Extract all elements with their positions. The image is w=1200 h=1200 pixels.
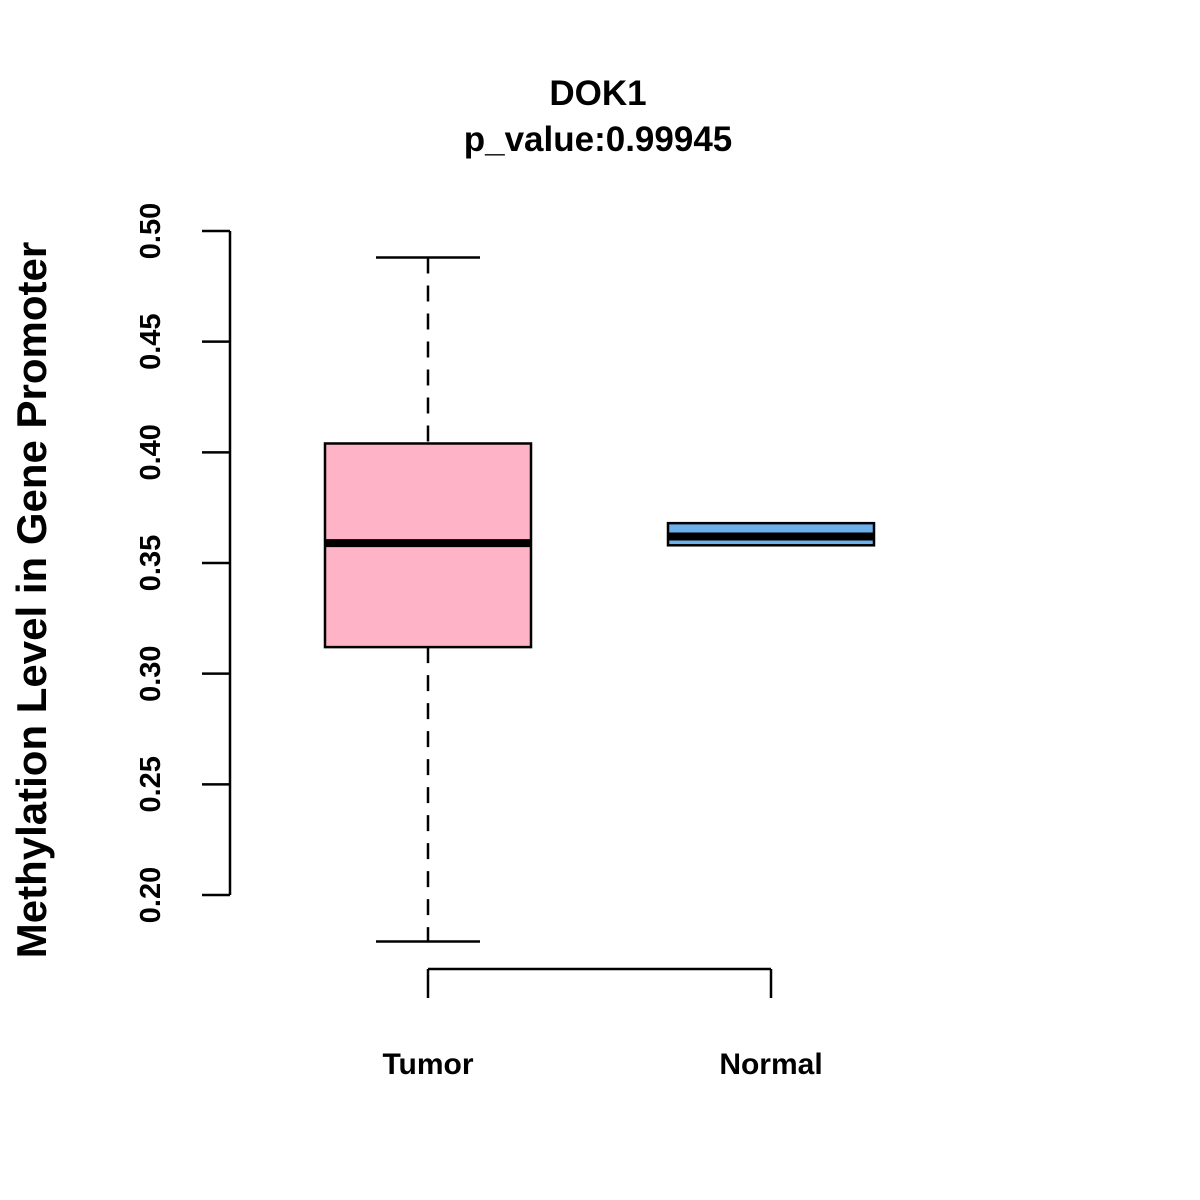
y-axis-label: Methylation Level in Gene Promoter [8, 242, 55, 958]
y-tick-label: 0.40 [135, 424, 167, 480]
x-category-label: Normal [719, 1048, 822, 1081]
chart-subtitle: p_value:0.99945 [464, 120, 733, 159]
y-tick-label: 0.20 [135, 867, 167, 923]
x-axis: Tumor Normal [382, 967, 823, 1081]
y-axis: 0.20 0.25 0.30 0.35 0.40 0.45 0.50 [135, 203, 232, 923]
x-category-label: Tumor [382, 1048, 473, 1081]
y-tick-label: 0.25 [135, 756, 167, 812]
y-tick-label: 0.45 [135, 313, 167, 369]
boxes [323, 256, 876, 943]
chart-title: DOK1 [549, 74, 646, 113]
box-tumor [323, 256, 533, 943]
y-tick-label: 0.50 [135, 203, 167, 259]
y-tick-label: 0.30 [135, 645, 167, 701]
y-tick-label: 0.35 [135, 535, 167, 591]
box-normal [666, 521, 876, 547]
